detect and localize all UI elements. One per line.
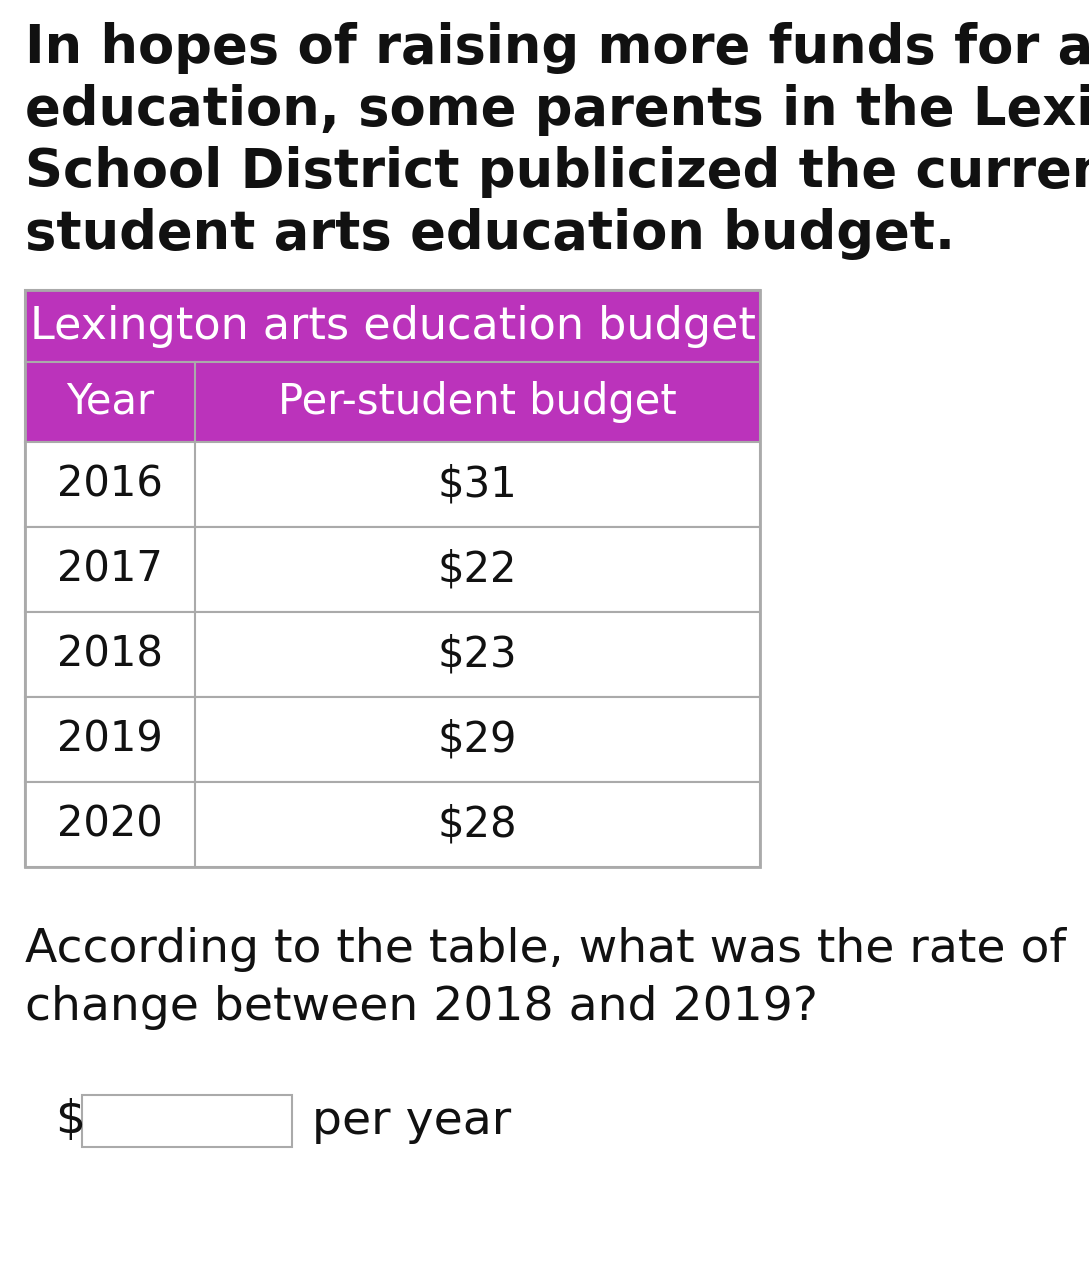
Text: education, some parents in the Lexington: education, some parents in the Lexington xyxy=(25,83,1089,137)
Text: 2020: 2020 xyxy=(57,804,163,846)
Bar xyxy=(25,442,760,527)
Text: Lexington arts education budget: Lexington arts education budget xyxy=(29,305,756,348)
Text: According to the table, what was the rate of: According to the table, what was the rat… xyxy=(25,927,1066,972)
Text: $22: $22 xyxy=(438,549,517,590)
Bar xyxy=(25,362,760,442)
Bar xyxy=(25,289,760,362)
Bar xyxy=(82,1095,292,1146)
Text: Per-student budget: Per-student budget xyxy=(278,380,677,423)
Text: $: $ xyxy=(56,1098,85,1144)
Text: In hopes of raising more funds for arts: In hopes of raising more funds for arts xyxy=(25,21,1089,75)
Text: School District publicized the current per-: School District publicized the current p… xyxy=(25,147,1089,198)
Bar xyxy=(25,289,760,867)
Text: $28: $28 xyxy=(438,804,517,846)
Text: change between 2018 and 2019?: change between 2018 and 2019? xyxy=(25,985,818,1030)
Bar xyxy=(25,612,760,696)
Bar xyxy=(25,527,760,612)
Text: per year: per year xyxy=(313,1098,511,1144)
Text: $23: $23 xyxy=(438,633,517,675)
Text: 2018: 2018 xyxy=(57,633,163,675)
Text: Year: Year xyxy=(66,380,154,423)
Text: $31: $31 xyxy=(438,464,517,506)
Bar xyxy=(25,782,760,867)
Text: 2019: 2019 xyxy=(57,718,163,761)
Text: 2016: 2016 xyxy=(57,464,163,506)
Text: $29: $29 xyxy=(438,718,517,761)
Text: 2017: 2017 xyxy=(57,549,163,590)
Bar xyxy=(25,696,760,782)
Text: student arts education budget.: student arts education budget. xyxy=(25,209,955,260)
